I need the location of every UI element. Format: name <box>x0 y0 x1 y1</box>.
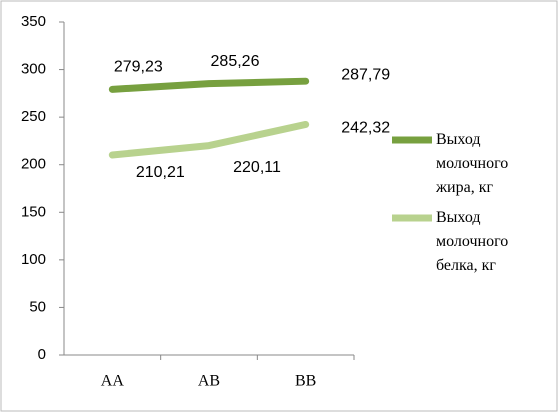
data-label: 287,79 <box>341 66 390 83</box>
data-label: 285,26 <box>211 53 260 70</box>
y-tick-label: 250 <box>21 108 46 125</box>
y-tick-label: 150 <box>21 203 46 220</box>
series-line <box>108 120 310 159</box>
data-label: 242,32 <box>341 120 390 137</box>
y-tick-label: 100 <box>21 251 46 268</box>
y-tick-label: 350 <box>21 13 46 30</box>
y-tick-label: 50 <box>29 298 46 315</box>
y-tick-label: 200 <box>21 156 46 173</box>
x-tick-label: BB <box>295 373 316 390</box>
y-tick-label: 300 <box>21 61 46 78</box>
y-tick-label: 0 <box>38 346 46 363</box>
data-label: 220,11 <box>233 159 281 176</box>
x-tick-label: AA <box>101 373 125 390</box>
x-tick-label: AB <box>198 373 220 390</box>
data-label: 210,21 <box>136 164 185 181</box>
data-label: 279,23 <box>114 59 163 76</box>
legend-label: Выход молочного белка, кг <box>436 209 509 274</box>
legend-label: Выход молочного жира, кг <box>436 131 509 196</box>
series-line <box>108 77 310 93</box>
